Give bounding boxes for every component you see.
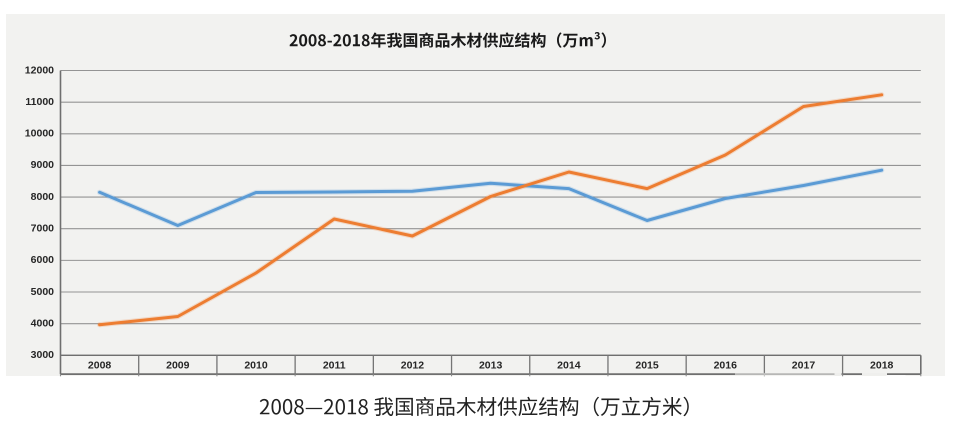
svg-text:2018: 2018 (870, 359, 894, 371)
svg-text:2016: 2016 (714, 359, 738, 371)
svg-text:2009: 2009 (166, 359, 190, 371)
svg-text:10000: 10000 (25, 128, 54, 140)
svg-text:12000: 12000 (25, 64, 54, 76)
svg-text:2012: 2012 (401, 359, 425, 371)
svg-text:2011: 2011 (323, 359, 346, 371)
svg-text:7000: 7000 (31, 223, 55, 235)
svg-text:2017: 2017 (792, 359, 816, 371)
svg-text:8000: 8000 (31, 191, 55, 203)
svg-text:2008: 2008 (88, 359, 112, 371)
svg-text:4000: 4000 (31, 317, 55, 329)
svg-text:9000: 9000 (31, 159, 55, 171)
svg-text:2015: 2015 (635, 359, 659, 371)
svg-text:2013: 2013 (479, 359, 503, 371)
svg-text:5000: 5000 (31, 286, 55, 298)
svg-text:11000: 11000 (25, 96, 54, 108)
svg-text:6000: 6000 (31, 254, 55, 266)
svg-text:2014: 2014 (557, 359, 581, 371)
svg-text:3000: 3000 (31, 349, 55, 361)
svg-text:2010: 2010 (244, 359, 268, 371)
